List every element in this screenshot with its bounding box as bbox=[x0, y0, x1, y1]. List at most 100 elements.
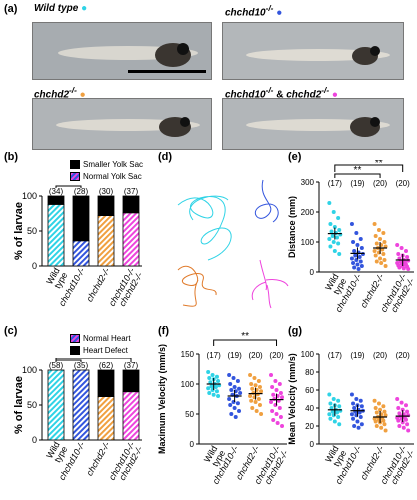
data-point bbox=[280, 395, 285, 400]
trace-chchd10 bbox=[254, 179, 279, 223]
data-point bbox=[327, 392, 332, 397]
data-point bbox=[254, 409, 259, 413]
data-point bbox=[269, 400, 274, 404]
data-point bbox=[327, 201, 332, 205]
data-point bbox=[397, 265, 402, 270]
y-tick-label: 300 bbox=[301, 178, 315, 187]
n-label: (19) bbox=[350, 179, 365, 188]
data-point bbox=[349, 392, 354, 397]
data-point bbox=[227, 397, 232, 401]
data-point bbox=[257, 403, 262, 407]
data-point bbox=[358, 237, 363, 241]
data-point bbox=[379, 261, 384, 265]
data-point bbox=[271, 418, 276, 422]
sig-stars: ** bbox=[375, 160, 383, 169]
data-point bbox=[357, 255, 362, 259]
data-point bbox=[403, 417, 408, 422]
sig-bracket bbox=[334, 173, 381, 178]
data-point bbox=[280, 424, 285, 428]
data-point bbox=[274, 388, 279, 392]
data-point bbox=[400, 420, 405, 425]
y-tick-label: 150 bbox=[181, 350, 195, 359]
bar-defect bbox=[122, 369, 140, 393]
larva-image-chchd10 bbox=[222, 22, 404, 80]
data-point bbox=[332, 225, 337, 229]
y-tick-label: 100 bbox=[301, 350, 315, 359]
n-label: (17) bbox=[328, 351, 343, 360]
larva-wild-type-drawing bbox=[33, 23, 211, 79]
data-point bbox=[396, 406, 401, 410]
y-tick-label: 20 bbox=[305, 422, 314, 431]
data-point bbox=[332, 419, 337, 424]
data-point bbox=[253, 400, 258, 404]
data-point bbox=[355, 243, 360, 247]
bar-defect bbox=[122, 195, 140, 214]
swim-traces bbox=[177, 179, 289, 309]
bar-normal bbox=[47, 203, 65, 267]
data-point bbox=[352, 249, 357, 253]
data-point bbox=[256, 379, 261, 383]
data-point bbox=[256, 397, 261, 401]
sig-bracket bbox=[334, 164, 404, 172]
data-point bbox=[206, 386, 211, 391]
data-point bbox=[373, 406, 378, 410]
n-label: (20) bbox=[396, 351, 411, 360]
bar-normal bbox=[47, 369, 65, 441]
y-axis-label: Maximum Velocity (mm/s) bbox=[157, 344, 167, 454]
legend-swatch-hatched bbox=[70, 172, 80, 181]
data-point bbox=[405, 409, 410, 414]
data-point bbox=[359, 264, 364, 268]
data-point bbox=[399, 400, 404, 405]
data-point bbox=[395, 243, 400, 247]
y-tick-label: 50 bbox=[27, 226, 37, 236]
bar-normal bbox=[72, 369, 90, 441]
data-point bbox=[232, 385, 237, 389]
data-point bbox=[337, 422, 342, 427]
data-point bbox=[351, 240, 356, 244]
data-point bbox=[214, 389, 219, 394]
x-tick-label: chchd2-/- bbox=[84, 266, 111, 304]
data-point bbox=[383, 428, 388, 433]
data-point bbox=[259, 412, 264, 416]
data-point bbox=[383, 264, 388, 268]
data-point bbox=[273, 379, 278, 383]
y-tick-label: 80 bbox=[305, 368, 314, 377]
data-point bbox=[359, 404, 364, 409]
data-point bbox=[336, 241, 341, 246]
data-point bbox=[255, 392, 260, 397]
sig-bracket bbox=[55, 358, 132, 362]
data-point bbox=[250, 386, 255, 391]
data-point bbox=[216, 394, 221, 398]
data-point bbox=[381, 252, 386, 256]
data-point bbox=[336, 216, 341, 220]
data-point bbox=[229, 388, 234, 392]
data-point bbox=[336, 398, 341, 403]
data-point bbox=[358, 415, 363, 419]
data-point bbox=[379, 425, 384, 430]
data-point bbox=[278, 391, 283, 395]
bar-defect bbox=[97, 195, 115, 217]
data-point bbox=[372, 398, 377, 403]
data-point bbox=[382, 409, 387, 414]
data-point bbox=[337, 252, 342, 256]
data-point bbox=[357, 410, 362, 415]
trace-chchd2 bbox=[177, 265, 217, 307]
data-point bbox=[397, 424, 402, 428]
data-point bbox=[382, 240, 387, 244]
data-point bbox=[228, 382, 233, 386]
data-point bbox=[277, 382, 282, 386]
sig-stars: ** bbox=[65, 358, 73, 362]
data-point bbox=[248, 373, 253, 377]
data-point bbox=[376, 401, 381, 406]
data-point bbox=[358, 259, 363, 264]
panel-label-d: (d) bbox=[158, 151, 173, 163]
data-point bbox=[405, 422, 410, 427]
n-label: (34) bbox=[49, 187, 64, 196]
data-point bbox=[227, 373, 232, 377]
sig-stars: ** bbox=[65, 184, 73, 188]
data-point bbox=[354, 231, 359, 235]
data-point bbox=[327, 412, 332, 417]
data-point bbox=[337, 228, 342, 232]
data-point bbox=[209, 384, 214, 389]
trace-dko bbox=[251, 259, 289, 309]
